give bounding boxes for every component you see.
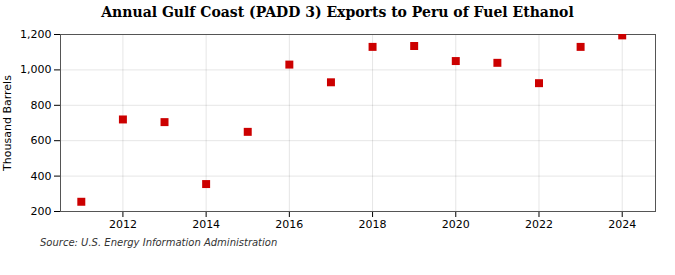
svg-text:Thousand Barrels: Thousand Barrels: [1, 75, 14, 172]
svg-text:200: 200: [31, 205, 52, 218]
svg-text:800: 800: [31, 99, 52, 112]
svg-text:2018: 2018: [359, 218, 387, 231]
svg-text:2022: 2022: [525, 218, 553, 231]
svg-text:2016: 2016: [275, 218, 303, 231]
svg-text:400: 400: [31, 170, 52, 183]
svg-text:2020: 2020: [442, 218, 470, 231]
svg-text:2024: 2024: [608, 218, 636, 231]
svg-text:1,000: 1,000: [20, 63, 52, 76]
svg-text:600: 600: [31, 134, 52, 147]
svg-text:2012: 2012: [109, 218, 137, 231]
html-text:Source: U.S. Energy Informatio: Source: U.S. Energy Information Administ…: [40, 237, 278, 248]
html-text:Annual Gulf Coast (PADD 3) Exp: Annual Gulf Coast (PADD 3) Exports to Pe…: [101, 4, 574, 20]
svg-text:1,200: 1,200: [20, 28, 52, 41]
svg-text:2014: 2014: [192, 218, 220, 231]
